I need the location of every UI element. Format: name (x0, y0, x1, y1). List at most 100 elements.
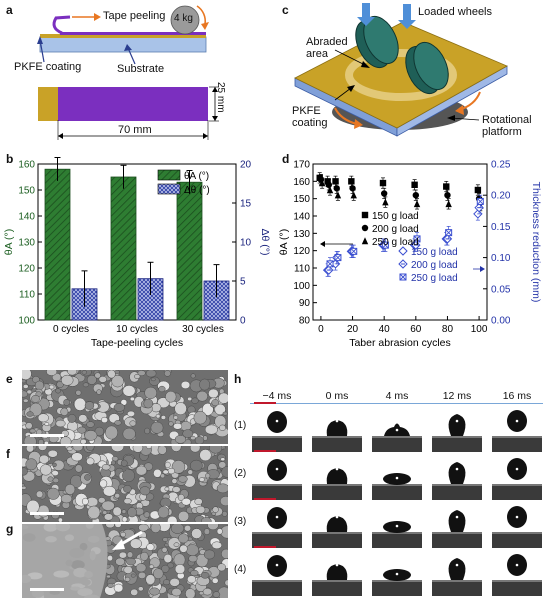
sem-particle (135, 563, 147, 573)
time-label: 0 ms (325, 390, 349, 402)
sem-particle (84, 474, 91, 481)
sem-image-e (22, 370, 228, 444)
sem-particle (130, 573, 136, 578)
abraded-area-line1: Abraded (306, 36, 348, 48)
sem-particle (184, 525, 192, 532)
scale-bar (30, 434, 64, 437)
sem-particle (200, 572, 210, 579)
x-axis-label: Tape-peeling cycles (91, 337, 183, 349)
sem-smear (55, 524, 71, 532)
sem-smear (70, 586, 81, 591)
marker-square (348, 178, 355, 185)
sem-particle (120, 531, 127, 538)
y-left-axis-label: θA (°) (278, 229, 290, 255)
sem-particle (67, 414, 77, 423)
sem-particle (157, 446, 167, 455)
y-left-tick-label: 140 (293, 212, 310, 223)
sem-particle (118, 551, 127, 559)
sem-particle (25, 458, 38, 471)
sem-particle (84, 430, 98, 441)
scale-bar (30, 512, 64, 515)
substrate (372, 532, 422, 548)
droplet-frame (492, 502, 542, 548)
sem-particle (181, 498, 191, 506)
sem-particle (26, 499, 40, 514)
panel-f-letter: f (6, 447, 10, 461)
sem-particle (157, 506, 170, 519)
x-tick-label: 30 cycles (182, 324, 224, 335)
sem-particle (224, 579, 228, 587)
sem-particle (22, 379, 27, 384)
marker-x (350, 248, 358, 255)
width-label: 70 mm (118, 124, 152, 136)
droplet-highlight (455, 419, 459, 423)
row-label: (2) (234, 468, 247, 479)
droplet-frame (312, 406, 362, 452)
sem-particle (58, 517, 63, 522)
marker-x (334, 254, 342, 261)
droplet-frame (432, 550, 482, 596)
droplet (448, 414, 466, 436)
panel-c-letter: c (282, 3, 289, 17)
sem-particle (180, 380, 191, 389)
sem-particle (101, 416, 108, 424)
sem-smear (22, 574, 32, 584)
y-right-tick-label: 0.05 (491, 284, 511, 295)
bar-thetaA (110, 176, 137, 321)
panel-a-schematic (37, 5, 219, 140)
coating-label: PKFE coating (14, 61, 82, 73)
sem-particle (164, 370, 171, 377)
droplet-highlight (395, 572, 399, 576)
legend-arrowhead-right (480, 266, 485, 272)
sem-particle (162, 579, 171, 586)
marker-x (413, 235, 421, 243)
sem-particle (105, 524, 115, 529)
droplet-frame (492, 406, 542, 452)
droplet-frame (252, 406, 302, 452)
sem-particle (82, 382, 90, 388)
sem-particle (153, 468, 162, 478)
sem-smear (22, 533, 36, 542)
sem-particle (189, 459, 203, 472)
sem-particle (165, 390, 177, 403)
sem-particle (185, 588, 196, 598)
marker-circle (380, 190, 388, 197)
droplet-frame (252, 502, 302, 548)
marker-triangle (361, 237, 369, 245)
sem-particle (31, 394, 40, 403)
sem-particle (143, 398, 154, 409)
sem-particle (47, 449, 58, 458)
sem-particle (98, 376, 107, 383)
y-left-tick-label: 160 (18, 160, 35, 171)
time-label: 16 ms (502, 390, 532, 402)
sem-particle (174, 564, 186, 575)
sem-particle (86, 457, 95, 466)
sem-particle (217, 563, 226, 572)
marker-triangle (445, 200, 452, 208)
panel-b-letter: b (6, 152, 14, 166)
substrate (492, 532, 542, 548)
droplet-frame (372, 454, 422, 500)
sem-particle (162, 469, 169, 475)
sem-particle (220, 457, 226, 462)
weight-roller (170, 5, 200, 35)
sem-particle (221, 510, 228, 517)
substrate-edge (252, 484, 302, 486)
sem-particle (61, 374, 74, 386)
panel-c-schematic (294, 3, 508, 137)
x-tick-label: 100 (471, 324, 488, 335)
time-label: 12 ms (442, 390, 472, 402)
sem-particle (198, 477, 205, 482)
sem-particle (121, 509, 127, 514)
sem-particle (218, 461, 227, 469)
sem-particle (171, 460, 186, 474)
sem-particle (196, 390, 208, 402)
sem-particle (179, 544, 188, 553)
droplet (326, 564, 348, 580)
sem-particle (222, 411, 228, 416)
sem-particle (169, 577, 180, 587)
time-label: 4 ms (385, 390, 409, 402)
sem-particle (106, 574, 111, 579)
legend-label: 200 g load (372, 224, 419, 235)
sem-arrowhead (112, 539, 125, 550)
